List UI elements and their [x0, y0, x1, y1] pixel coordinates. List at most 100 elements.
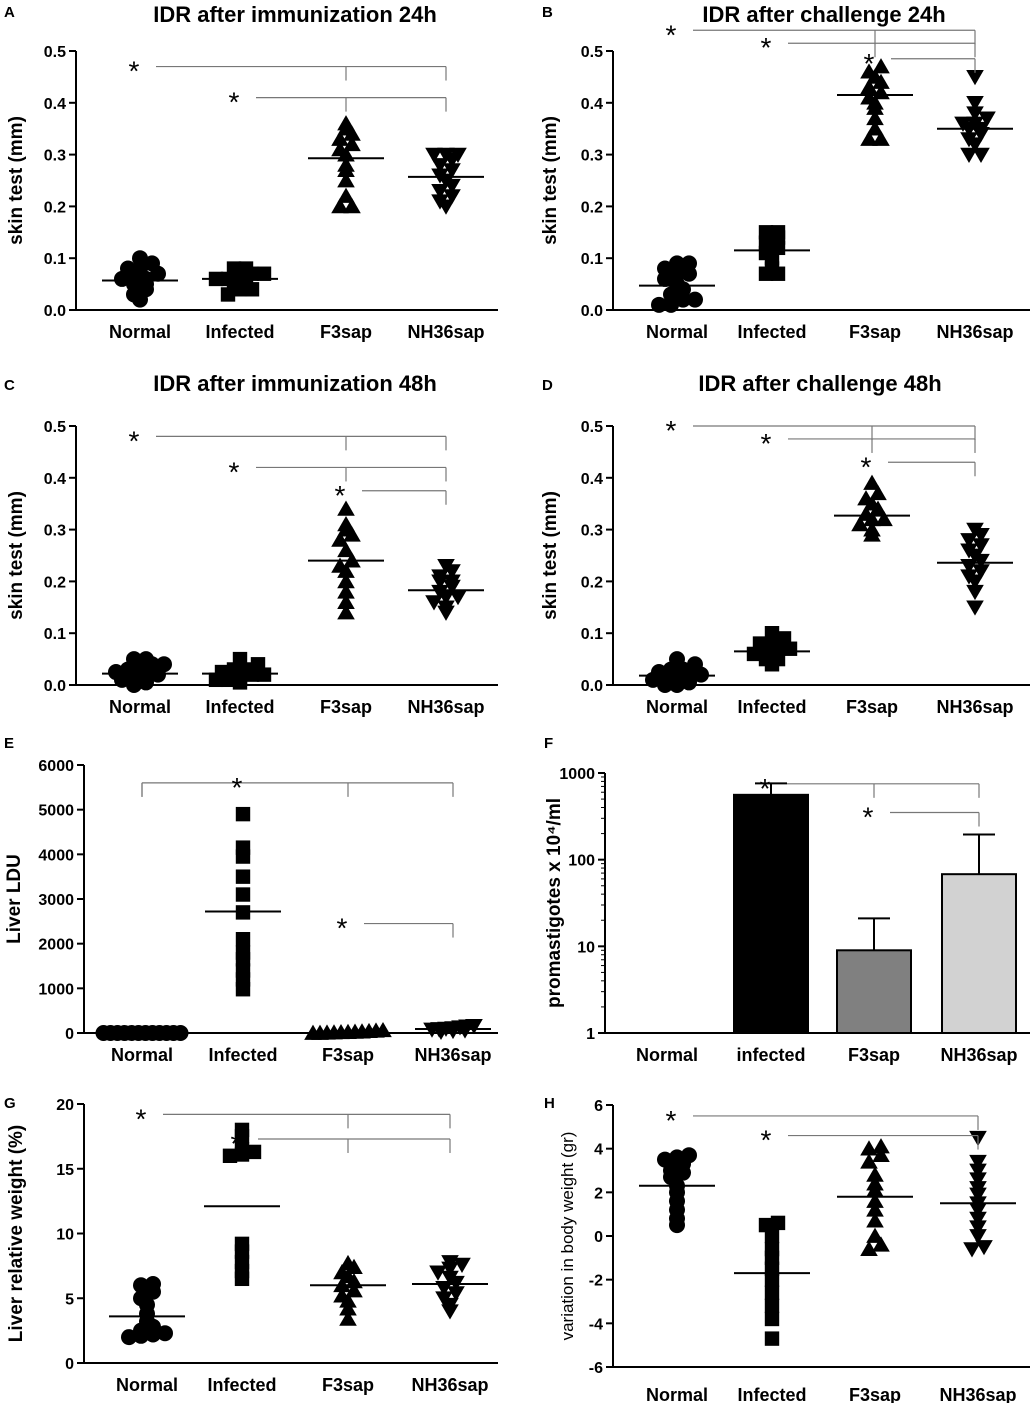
y-tick-label: 4000: [38, 847, 74, 864]
significance-star: *: [761, 1125, 772, 1156]
data-point: [431, 194, 449, 210]
x-tick-label: NH36sap: [936, 697, 1013, 717]
significance-star: *: [231, 1128, 242, 1159]
data-point: [337, 583, 355, 599]
data-point: [687, 291, 703, 308]
data-point: [764, 1331, 780, 1346]
panel-g: G 0 5 10 15 20 Liver relative weight (%) Normal…: [4, 1095, 498, 1395]
data-point: [172, 1025, 189, 1041]
data-point: [345, 1282, 363, 1298]
data-point: [954, 116, 972, 132]
data-point: [872, 1236, 890, 1252]
data-point: [860, 63, 878, 79]
data-point: [214, 664, 230, 680]
data-point: [337, 115, 355, 131]
data-point: [333, 1287, 351, 1303]
panel-letter: G: [4, 1095, 16, 1112]
y-axis-label: promastigotes x 10⁴/ml: [544, 798, 565, 1008]
panel-e: E 0 1000 2000 3000 4000 5000 6000 Liver LDU Norma…: [4, 735, 498, 1065]
data-point: [337, 172, 355, 188]
data-point: [429, 1265, 447, 1281]
panel-letter: E: [4, 735, 14, 752]
x-tick-label: F3sap: [320, 697, 372, 717]
data-point: [764, 1311, 780, 1327]
y-tick-label: 0.3: [44, 523, 66, 540]
y-tick-label: 1000: [559, 766, 595, 783]
x-tick-label: NH36sap: [940, 1045, 1017, 1065]
significance-star: *: [229, 456, 240, 487]
data-point: [333, 1263, 351, 1280]
data-point: [337, 604, 355, 620]
data-point: [238, 261, 254, 276]
x-tick-label: F3sap: [849, 322, 901, 342]
y-tick-label: 1000: [38, 981, 74, 998]
chart-title: IDR after immunization 24h: [153, 2, 437, 27]
y-tick-label: 10: [577, 939, 595, 956]
data-point: [764, 1228, 780, 1244]
y-tick-label: 0.0: [44, 303, 66, 320]
data-point: [764, 1241, 780, 1257]
data-point: [978, 111, 996, 127]
data-point: [256, 266, 272, 281]
y-axis-label: skin test (mm): [540, 116, 561, 245]
data-point: [133, 1290, 149, 1307]
significance-star: *: [861, 451, 872, 482]
y-tick-label: 2: [594, 1185, 603, 1202]
data-point: [860, 1240, 878, 1256]
x-tick-label: Normal: [636, 1045, 698, 1065]
data-point: [969, 1229, 987, 1245]
data-point: [966, 70, 984, 86]
data-point: [437, 147, 455, 163]
data-point: [669, 255, 685, 272]
data-point: [972, 147, 990, 163]
y-tick-label: 0.2: [581, 199, 603, 216]
y-axis-label: variation in body weight (gr): [558, 1132, 577, 1341]
y-tick-label: 0.5: [44, 419, 66, 436]
panel-a: A IDR after immunization 24h 0.0 0.1 0.2 0.3 0…: [4, 2, 498, 342]
data-point: [126, 651, 142, 668]
y-tick-label: -4: [589, 1316, 603, 1333]
x-tick-label: NH36sap: [939, 1385, 1016, 1403]
significance-star: *: [129, 56, 140, 87]
y-tick-label: 100: [568, 853, 595, 870]
data-point: [875, 510, 893, 527]
data-point: [960, 132, 978, 148]
data-point: [863, 521, 881, 537]
x-tick-label: NH36sap: [411, 1375, 488, 1395]
panel-letter: H: [544, 1095, 555, 1112]
data-point: [866, 120, 884, 136]
x-tick-label: NH36sap: [407, 322, 484, 342]
data-point: [235, 963, 251, 978]
data-point: [441, 1255, 459, 1271]
data-point: [337, 541, 355, 558]
bar: [836, 949, 912, 1035]
data-point: [651, 296, 667, 313]
y-tick-label: 0.0: [581, 303, 603, 320]
y-tick-label: 0.2: [44, 574, 66, 591]
significance-star: *: [129, 425, 140, 456]
x-tick-label: Infected: [208, 1045, 277, 1065]
data-point: [374, 1021, 392, 1038]
data-point: [337, 500, 355, 516]
y-tick-label: 4: [594, 1142, 603, 1159]
significance-star: *: [337, 913, 348, 944]
panel-d: D IDR after challenge 48h 0.0 0.1 0.2 0.3 0.4 0…: [540, 371, 1030, 717]
data-point: [860, 130, 878, 146]
data-point: [232, 651, 248, 667]
x-tick-label: Normal: [111, 1045, 173, 1065]
panel-f: F 1 10 100 1000 promastigotes x 10⁴/ml Normal i…: [544, 735, 1030, 1065]
y-axis-label: skin test (mm): [6, 491, 27, 620]
data-point: [343, 135, 361, 152]
data-point: [860, 78, 878, 95]
x-tick-label: NH36sap: [936, 322, 1013, 342]
panel-letter: F: [544, 735, 553, 752]
data-point: [851, 516, 869, 532]
data-point: [764, 1285, 780, 1300]
y-axis-label: Liver LDU: [4, 854, 25, 944]
chart-title: IDR after challenge 48h: [698, 371, 941, 396]
x-tick-label: Normal: [109, 322, 171, 342]
data-point: [872, 1138, 890, 1154]
data-point: [337, 593, 355, 609]
data-point: [764, 1272, 780, 1287]
